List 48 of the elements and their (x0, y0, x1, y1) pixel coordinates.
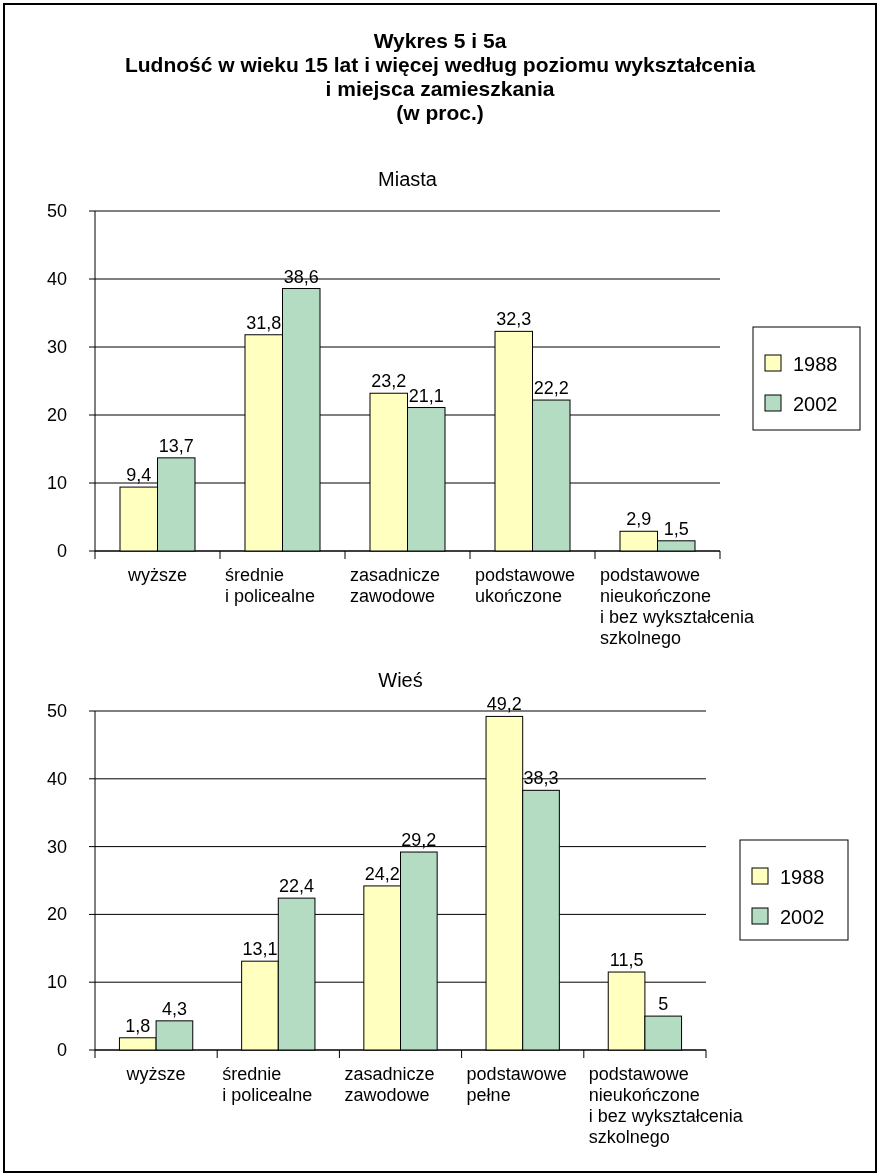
y-tick-label: 50 (46, 201, 67, 221)
x-tick-label: zasadnicze zawodowe (344, 1064, 435, 1105)
y-tick-label: 20 (46, 904, 67, 925)
data-label: 11,5 (609, 950, 644, 971)
x-tick-label: średnie i policealne (222, 1064, 313, 1105)
data-label: 1,8 (125, 1015, 151, 1036)
legend-label: 2002 (793, 393, 838, 415)
data-label: 13,7 (158, 435, 194, 456)
data-label: 49,2 (486, 694, 522, 715)
legend-label: 1988 (793, 353, 838, 375)
y-tick-label: 10 (46, 473, 67, 493)
x-tick-label: podstawowe ukończone (475, 565, 576, 606)
y-tick-label: 0 (56, 541, 67, 561)
data-label: 38,6 (283, 266, 319, 287)
data-label: 21,1 (408, 385, 444, 406)
data-label: 9,4 (126, 465, 152, 486)
y-tick-label: 10 (46, 972, 67, 993)
y-tick-label: 20 (46, 405, 67, 425)
data-label: 32,3 (496, 309, 532, 330)
data-label: 31,8 (246, 312, 282, 333)
x-tick-label: podstawowe nieukończone i bez wykształcenia szkolnego (600, 565, 756, 648)
y-tick-label: 30 (46, 337, 67, 357)
x-tick-label: podstawowe pełne (466, 1064, 567, 1105)
y-tick-label: 40 (46, 269, 67, 289)
data-label: 5 (658, 994, 669, 1015)
y-tick-label: 50 (46, 701, 67, 721)
x-tick-label: wyższe (126, 565, 188, 585)
y-tick-label: 0 (56, 1040, 67, 1060)
data-label: 2,9 (626, 509, 652, 530)
chart-subtitle: Wieś (378, 669, 423, 691)
data-label: 22,4 (279, 876, 315, 897)
data-label: 1,5 (663, 518, 689, 539)
data-label: 24,2 (364, 863, 400, 884)
chart-title: Wykres 5 i 5a Ludność w wieku 15 lat i więcej według poziomu wykształcenia i miejsca zamieszkania (w proc.) (124, 29, 756, 124)
x-tick-label: średnie i policealne (225, 565, 316, 606)
chart-subtitle: Miasta (378, 168, 438, 190)
legend-label: 1988 (780, 866, 825, 888)
data-label: 22,2 (533, 378, 569, 399)
data-label: 4,3 (161, 998, 187, 1019)
x-tick-label: wyższe (125, 1064, 186, 1084)
y-tick-label: 40 (46, 768, 67, 789)
data-label: 29,2 (401, 830, 437, 851)
data-label: 23,2 (371, 371, 407, 392)
data-label: 13,1 (242, 939, 278, 960)
x-tick-label: podstawowe nieukończone i bez wykształcenia szkolnego (588, 1064, 744, 1147)
legend-label: 2002 (780, 906, 825, 928)
y-tick-label: 30 (46, 836, 67, 857)
x-tick-label: zasadnicze zawodowe (350, 565, 441, 606)
